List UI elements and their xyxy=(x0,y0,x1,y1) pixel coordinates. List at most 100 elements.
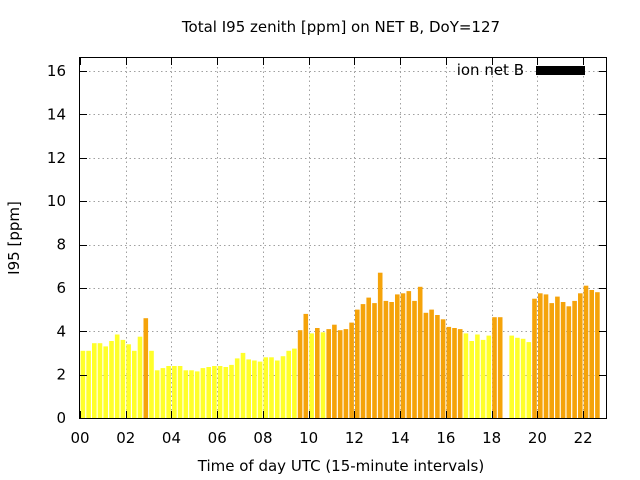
bar xyxy=(469,341,474,418)
bar xyxy=(349,322,354,418)
bar xyxy=(560,302,566,418)
bar xyxy=(332,324,337,418)
x-axis-label: Time of day UTC (15-minute intervals) xyxy=(197,457,484,475)
bar xyxy=(543,294,549,418)
bar xyxy=(486,335,492,418)
bar xyxy=(92,343,97,418)
bar xyxy=(80,350,86,418)
bar xyxy=(229,364,234,418)
bar xyxy=(532,298,537,418)
bar xyxy=(114,334,120,418)
bar xyxy=(463,333,469,418)
x-tick-label: 04 xyxy=(162,429,181,447)
bar xyxy=(166,366,171,418)
chart-title: Total I95 zenith [ppm] on NET B, DoY=127 xyxy=(181,18,500,36)
bar xyxy=(566,306,572,418)
y-tick-labels: 0 2 4 6 8 10 12 14 16 xyxy=(47,62,66,427)
bar xyxy=(509,335,514,418)
bar xyxy=(520,338,526,418)
bar xyxy=(189,370,194,418)
bar xyxy=(400,293,406,418)
bar xyxy=(183,370,189,418)
y-tick-label: 6 xyxy=(56,279,66,297)
bar xyxy=(549,303,554,418)
bar xyxy=(206,367,211,418)
bar xyxy=(475,334,480,418)
y-tick-label: 10 xyxy=(47,192,66,210)
bar xyxy=(480,339,486,418)
bar xyxy=(172,366,177,418)
bar xyxy=(326,329,331,418)
bar xyxy=(572,300,577,418)
bar xyxy=(86,350,91,418)
x-tick-label: 08 xyxy=(253,429,272,447)
y-tick-label: 2 xyxy=(56,366,66,384)
bar xyxy=(149,350,154,418)
bar xyxy=(217,366,223,418)
bar xyxy=(457,329,463,418)
y-tick-label: 14 xyxy=(47,105,66,123)
bar xyxy=(526,342,532,418)
bar xyxy=(200,368,206,418)
bar xyxy=(223,367,229,418)
bar xyxy=(555,296,560,418)
x-tick-label: 14 xyxy=(391,429,410,447)
bar xyxy=(320,332,326,418)
bar xyxy=(132,350,137,418)
bars xyxy=(80,272,600,418)
x-tick-label: 16 xyxy=(436,429,455,447)
bar xyxy=(406,291,412,418)
legend-label: ion net B xyxy=(457,61,524,79)
y-tick-label: 0 xyxy=(56,409,66,427)
bar xyxy=(343,329,349,418)
bar xyxy=(154,370,160,418)
bar xyxy=(429,309,434,418)
x-tick-label: 18 xyxy=(482,429,501,447)
bar xyxy=(377,272,383,418)
x-tick-label: 00 xyxy=(70,429,89,447)
x-tick-label: 22 xyxy=(574,429,593,447)
bar xyxy=(240,352,246,418)
bar xyxy=(515,337,520,418)
bar xyxy=(275,360,280,418)
bar xyxy=(372,303,377,418)
bar xyxy=(137,336,143,418)
y-axis-label: I95 [ppm] xyxy=(5,201,23,275)
x-tick-labels: 00 02 04 06 08 10 12 14 16 18 20 22 xyxy=(70,429,592,447)
bar xyxy=(435,315,440,418)
bar xyxy=(252,360,257,418)
bar xyxy=(177,366,183,418)
bar xyxy=(538,293,543,418)
bar xyxy=(446,326,452,418)
plot-frame xyxy=(79,57,607,419)
bar xyxy=(120,339,126,418)
y-tick-label: 16 xyxy=(47,62,66,80)
grid-lines xyxy=(80,58,606,418)
bar xyxy=(280,356,286,418)
bar xyxy=(366,297,371,418)
x-tick-label: 12 xyxy=(345,429,364,447)
bar xyxy=(440,319,446,418)
bar xyxy=(303,313,309,418)
bar xyxy=(126,344,131,418)
bar xyxy=(257,361,263,418)
bar xyxy=(315,328,320,418)
bar xyxy=(337,330,343,418)
bar xyxy=(355,309,360,418)
bar xyxy=(263,357,269,418)
bar xyxy=(412,300,417,418)
bar xyxy=(212,366,217,418)
bar xyxy=(292,348,297,418)
axis-ticks xyxy=(80,58,606,419)
bar xyxy=(423,312,429,418)
bar xyxy=(578,293,583,418)
bar xyxy=(395,294,400,418)
x-tick-label: 20 xyxy=(528,429,547,447)
bar xyxy=(109,341,114,418)
legend-swatch xyxy=(536,66,585,75)
bar xyxy=(583,285,589,418)
bar xyxy=(492,317,497,418)
bar xyxy=(297,330,303,418)
bar xyxy=(143,318,149,418)
bar xyxy=(417,286,423,418)
